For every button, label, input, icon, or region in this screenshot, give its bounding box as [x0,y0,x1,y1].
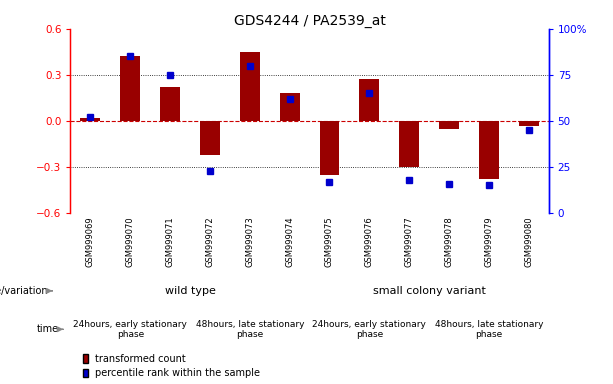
Bar [479,121,499,179]
Text: wild type: wild type [165,286,215,296]
Bar [439,121,459,129]
Bar [160,87,180,121]
Bar [319,121,340,175]
Text: genotype/variation: genotype/variation [0,286,48,296]
Bar [80,118,101,121]
Bar [200,121,220,155]
Bar [399,121,419,167]
Text: GSM999080: GSM999080 [524,216,533,267]
Text: GSM999072: GSM999072 [205,216,215,267]
Bar [519,121,539,126]
Bar [120,56,140,121]
Text: GSM999070: GSM999070 [126,216,135,267]
Text: 48hours, late stationary
phase: 48hours, late stationary phase [196,319,304,339]
Text: GSM999077: GSM999077 [405,216,414,267]
Text: GSM999074: GSM999074 [285,216,294,267]
Text: 24hours, early stationary
phase: 24hours, early stationary phase [74,319,187,339]
Title: GDS4244 / PA2539_at: GDS4244 / PA2539_at [234,14,386,28]
Text: percentile rank within the sample: percentile rank within the sample [94,368,260,378]
Text: GSM999071: GSM999071 [166,216,175,267]
Text: 48hours, late stationary
phase: 48hours, late stationary phase [435,319,543,339]
Bar [240,52,260,121]
Text: time: time [37,324,59,334]
Text: 24hours, early stationary
phase: 24hours, early stationary phase [313,319,426,339]
Text: transformed count: transformed count [94,354,185,364]
Text: GSM999073: GSM999073 [245,216,254,267]
Bar [280,93,300,121]
Text: GSM999076: GSM999076 [365,216,374,267]
Bar [359,79,379,121]
Text: GSM999079: GSM999079 [484,216,493,267]
Text: GSM999075: GSM999075 [325,216,334,267]
Text: GSM999069: GSM999069 [86,216,95,267]
Text: GSM999078: GSM999078 [444,216,454,267]
Text: small colony variant: small colony variant [373,286,485,296]
